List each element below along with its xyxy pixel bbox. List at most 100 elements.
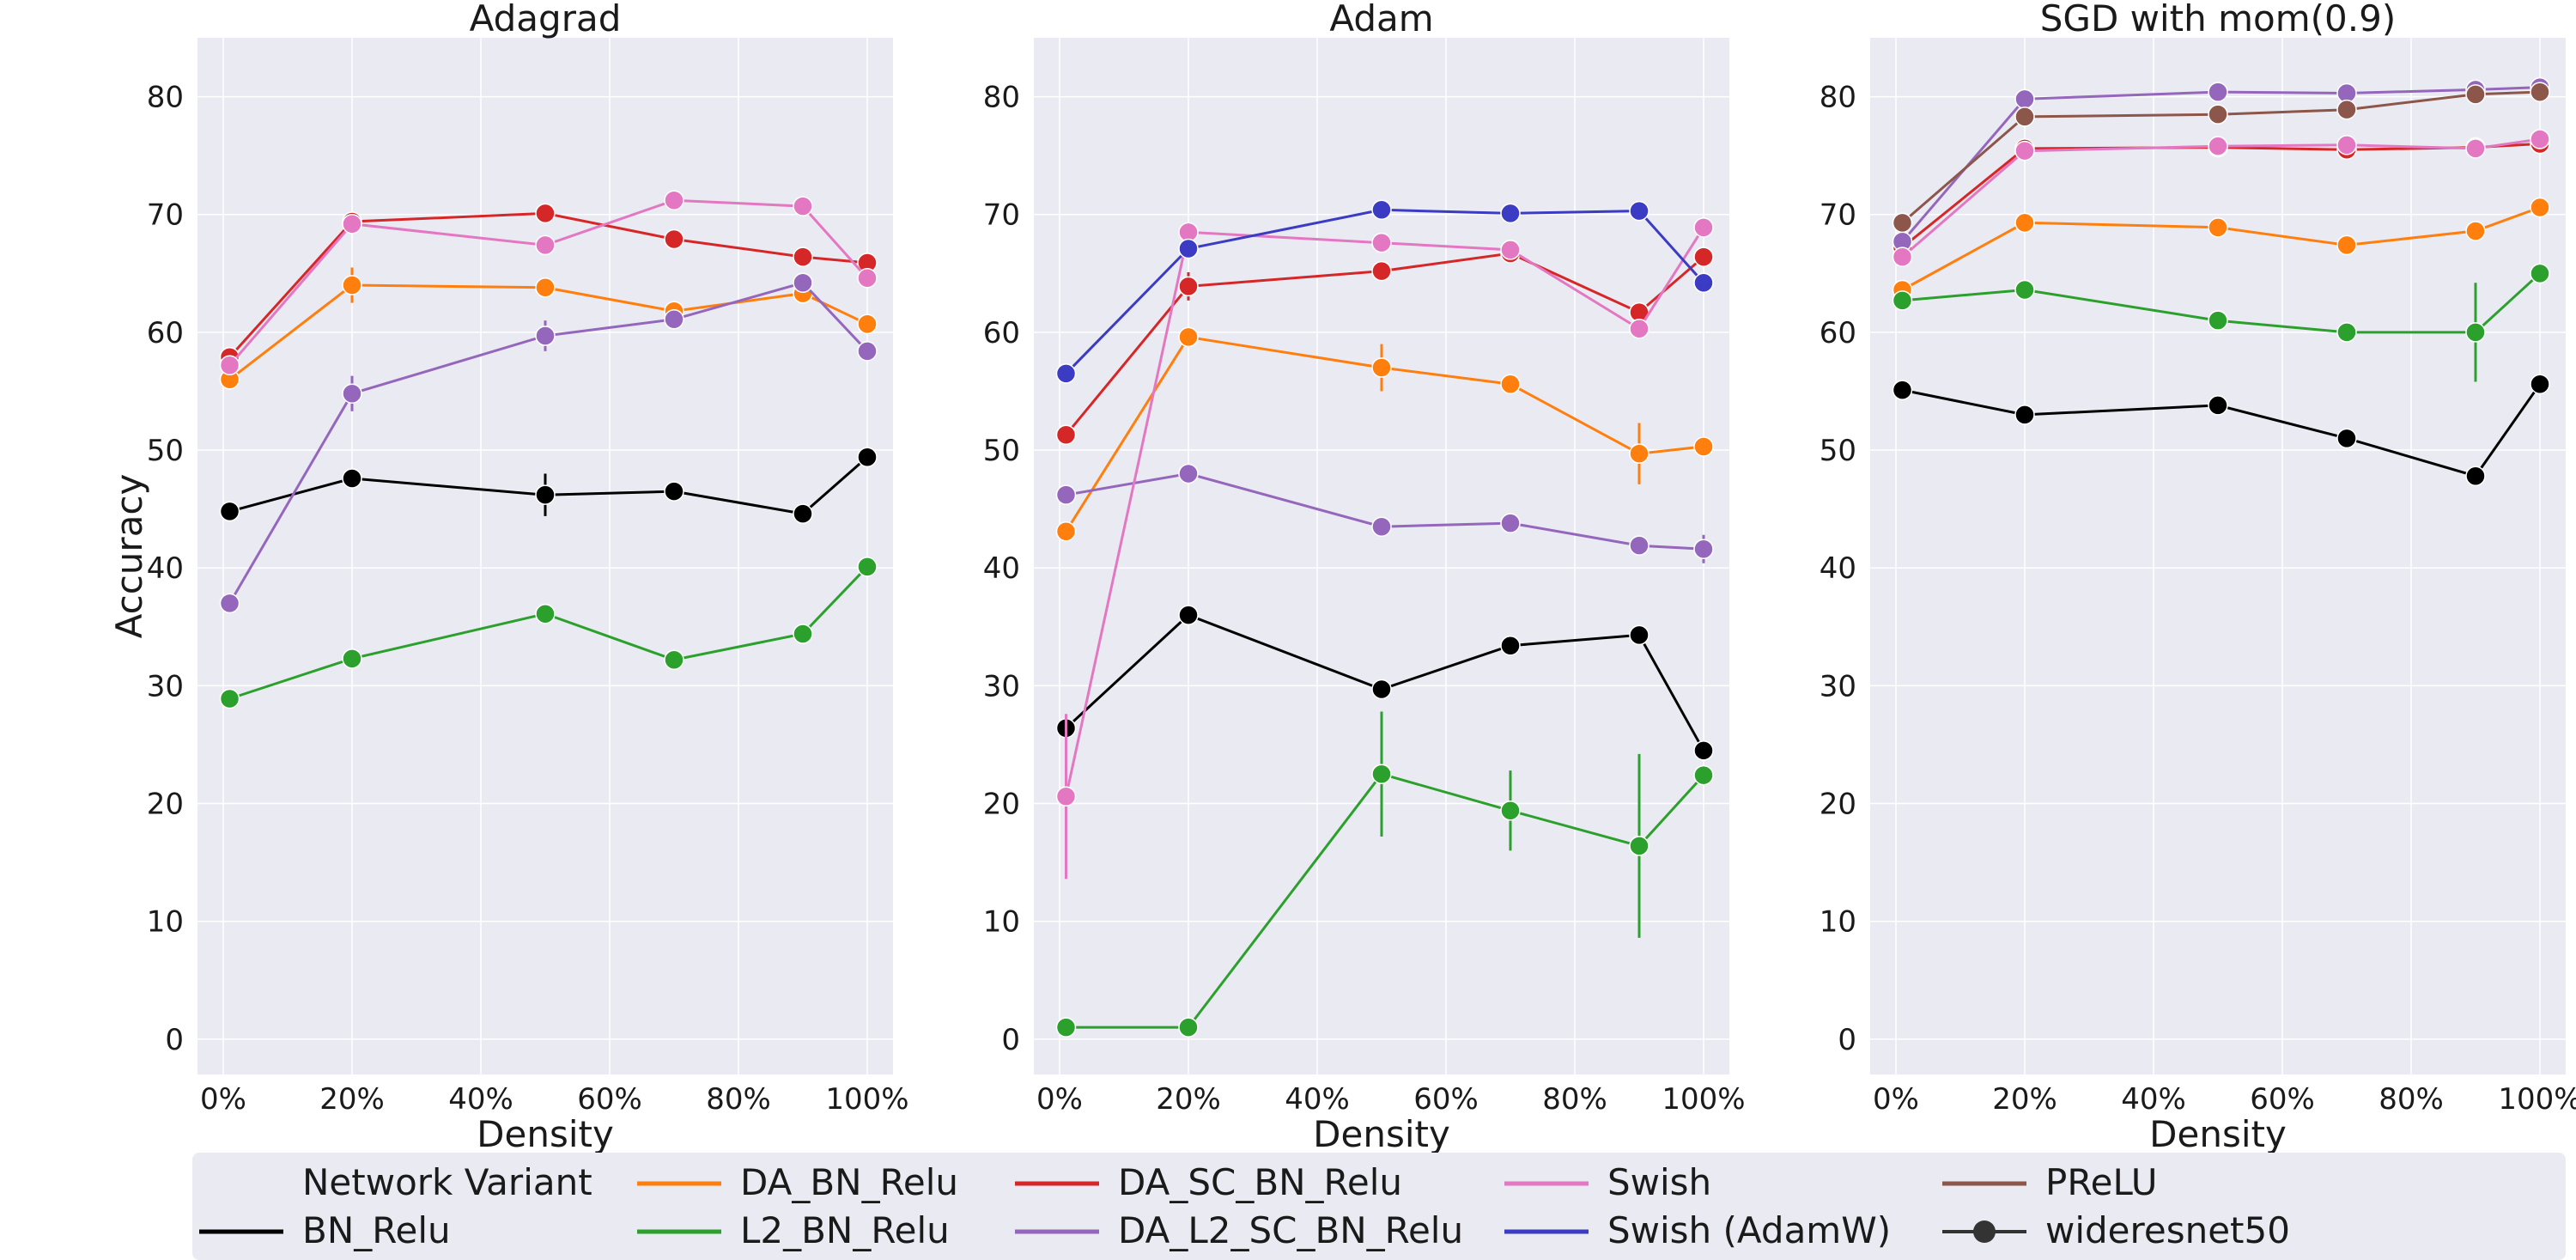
series-swish [1055,217,1714,880]
x-tick-label: 40% [1285,1082,1350,1117]
legend-label: wideresnet50 [2045,1209,2290,1251]
legend-label: Swish (AdamW) [1607,1209,1891,1251]
data-point [1371,764,1392,784]
x-tick-label: 80% [1542,1082,1607,1117]
data-point [219,688,240,709]
data-point [2465,466,2486,486]
data-point [1055,363,1077,384]
series-line [1902,383,2542,478]
legend-label: L2_BN_Relu [740,1209,950,1251]
data-point [1500,240,1521,260]
x-tick-label: 0% [1873,1082,1919,1117]
data-point [1500,635,1521,656]
legend-label: PReLU [2045,1161,2158,1203]
series-line [1066,472,1704,551]
data-point [1693,217,1714,238]
series-line [229,565,869,700]
data-point [1178,276,1199,297]
x-tick-label: 100% [2498,1082,2576,1117]
data-point [1371,357,1392,378]
data-point [1371,516,1392,537]
data-point [2465,322,2486,343]
data-point [2208,395,2228,416]
x-tick-label: 60% [577,1082,642,1117]
y-tick-label: 60 [1820,316,1856,350]
legend: Network Variant BN_Relu DA_BN_Relu L2_BN_Re… [192,1153,2566,1260]
data-point [664,309,684,330]
data-point [793,503,813,524]
y-tick-label: 10 [983,905,1020,940]
data-point [793,272,813,294]
series-line [1066,772,1705,1029]
data-point [219,355,240,376]
y-tick-label: 0 [1838,1023,1856,1057]
data-point [2208,136,2228,156]
legend-item-swish-adamw: Swish (AdamW) [1504,1209,1891,1251]
data-point [857,268,878,289]
data-point [2336,322,2357,343]
series-line [229,456,868,515]
data-point [219,593,240,614]
series-line [228,211,868,358]
data-point [1892,247,1913,267]
legend-label: DA_BN_Relu [740,1161,958,1203]
series-l2-bn-relu [1892,263,2550,382]
legend-label: Swish [1607,1161,1711,1203]
data-point [1892,212,1913,234]
data-point [1629,535,1649,556]
panel-adam: 0 10 20 30 40 50 60 70 80 0% 20% 40% 60% 80% 100% Adam D… [983,0,1746,1155]
series-bn-relu [219,447,878,524]
plot-background [1034,38,1729,1074]
data-point [793,196,813,216]
data-point [1500,513,1521,533]
data-point [2465,84,2486,105]
data-point [1693,539,1714,560]
data-point [2014,88,2035,110]
y-tick-label: 70 [1820,198,1856,233]
y-tick-label: 50 [983,434,1020,468]
x-axis-label: Density [477,1113,614,1155]
series-line [1901,206,2541,291]
series-l2-bn-relu [219,557,878,709]
data-point [535,484,556,505]
data-point [1371,679,1392,700]
gridlines [1034,38,1729,1074]
y-tick-label: 40 [983,551,1020,586]
data-point [1629,200,1649,222]
y-tick-label: 60 [147,316,184,350]
y-tick-label: 20 [1820,788,1856,822]
data-point [2530,197,2550,218]
data-point [2530,374,2550,394]
legend-item-da-l2-sc-bn-relu: DA_L2_SC_BN_Relu [1015,1209,1463,1251]
data-point [2208,310,2228,331]
data-point [1055,484,1077,505]
panel-title: SGD with mom(0.9) [2040,0,2396,40]
x-tick-label: 0% [200,1082,246,1117]
series-line [1065,226,1705,797]
y-tick-label: 80 [147,81,184,115]
y-tick-label: 70 [983,198,1020,233]
series-bn-relu [1892,374,2550,486]
series-da-l2-sc-bn-relu [1055,463,1714,563]
series-da-bn-relu [1892,197,2550,301]
legend-label: BN_Relu [302,1209,451,1251]
data-point [342,648,362,669]
data-point [1055,424,1077,445]
panel-title: Adam [1329,0,1433,40]
y-tick-label: 40 [147,551,184,586]
series-line [228,283,868,380]
data-point [2530,82,2550,102]
y-tick-label: 50 [1820,434,1856,468]
data-point [857,557,878,577]
series-line [228,198,869,367]
data-point [857,313,878,335]
data-point [1629,624,1649,646]
series-line [1065,613,1705,752]
series-l2-bn-relu [1055,711,1714,1038]
data-point [664,649,684,670]
panel-adagrad: 0 10 20 30 40 50 60 70 80 0% 20% 40% 60% 80% 100% Adagr… [108,0,909,1155]
series-line [1902,272,2542,334]
data-point [1500,800,1521,821]
legend-item-da-sc-bn-relu: DA_SC_BN_Relu [1015,1161,1402,1203]
x-tick-label: 60% [1413,1082,1479,1117]
